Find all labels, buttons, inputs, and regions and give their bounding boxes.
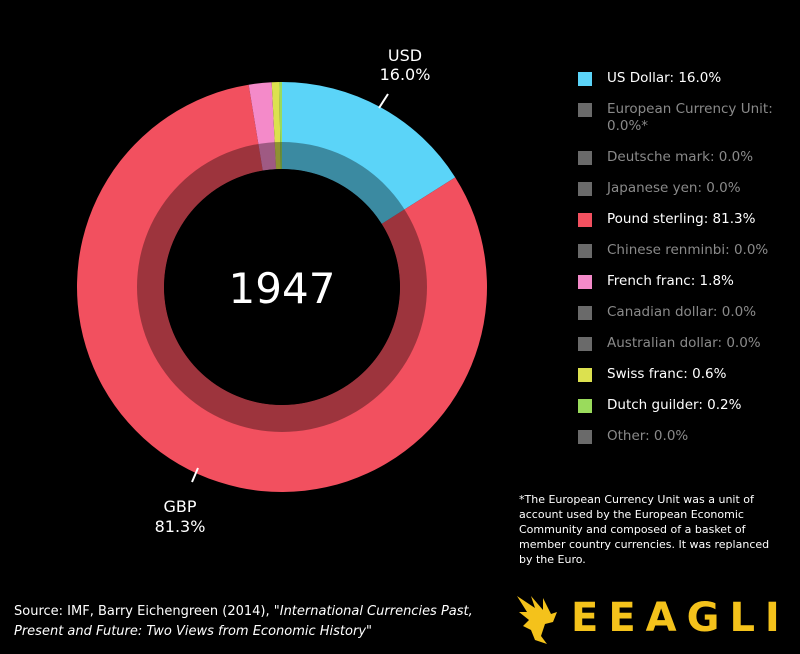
legend-swatch-canadian-dollar	[578, 306, 592, 320]
legend-item-chinese-renminbi: Chinese renminbi: 0.0%	[578, 242, 793, 259]
legend-swatch-deutsche-mark	[578, 151, 592, 165]
legend-label-pound-sterling: Pound sterling: 81.3%	[607, 211, 756, 227]
gbp-callout-leader	[191, 467, 199, 483]
legend-swatch-european-currency-unit	[578, 103, 592, 117]
legend-item-deutsche-mark: Deutsche mark: 0.0%	[578, 149, 793, 166]
brand-logo: EEAGLI	[513, 590, 790, 646]
legend-label-canadian-dollar: Canadian dollar: 0.0%	[607, 304, 757, 320]
legend-swatch-chinese-renminbi	[578, 244, 592, 258]
center-year-label: 1947	[229, 264, 336, 313]
legend-swatch-dutch-guilder	[578, 399, 592, 413]
inner-ring-french-franc	[258, 142, 277, 171]
legend-swatch-japanese-yen	[578, 182, 592, 196]
legend-item-canadian-dollar: Canadian dollar: 0.0%	[578, 304, 793, 321]
legend-label-french-franc: French franc: 1.8%	[607, 273, 734, 289]
legend-item-french-franc: French franc: 1.8%	[578, 273, 793, 290]
gbp-callout-value: 81.3%	[155, 517, 206, 536]
usd-callout-leader	[378, 93, 389, 109]
source-prefix: Source: IMF, Barry Eichengreen (2014),	[14, 604, 274, 619]
inner-ring-dutch-guilder	[280, 142, 282, 170]
legend-item-us-dollar: US Dollar: 16.0%	[578, 70, 793, 87]
legend-swatch-pound-sterling	[578, 213, 592, 227]
legend-label-australian-dollar: Australian dollar: 0.0%	[607, 335, 761, 351]
legend-item-dutch-guilder: Dutch guilder: 0.2%	[578, 397, 793, 414]
donut-inner-ring	[136, 142, 427, 433]
slice-us-dollar	[282, 82, 456, 224]
inner-ring-swiss-franc	[274, 142, 281, 170]
legend-swatch-french-franc	[578, 275, 592, 289]
legend-label-swiss-franc: Swiss franc: 0.6%	[607, 366, 727, 382]
brand-name: EEAGLI	[571, 595, 790, 641]
ecu-footnote: *The European Currency Unit was a unit o…	[519, 493, 770, 566]
legend-item-other: Other: 0.0%	[578, 428, 793, 445]
eagle-icon	[517, 596, 557, 644]
legend-label-deutsche-mark: Deutsche mark: 0.0%	[607, 149, 754, 165]
legend-label-other: Other: 0.0%	[607, 428, 689, 444]
legend-swatch-other	[578, 430, 592, 444]
gbp-callout-code: GBP	[163, 497, 196, 516]
legend-item-australian-dollar: Australian dollar: 0.0%	[578, 335, 793, 352]
legend-swatch-australian-dollar	[578, 337, 592, 351]
legend-label-european-currency-unit: European Currency Unit: 0.0%*	[607, 101, 773, 134]
legend-label-chinese-renminbi: Chinese renminbi: 0.0%	[607, 242, 769, 258]
usd-callout-value: 16.0%	[380, 65, 431, 84]
legend-item-pound-sterling: Pound sterling: 81.3%	[578, 211, 793, 228]
legend-label-dutch-guilder: Dutch guilder: 0.2%	[607, 397, 742, 413]
legend-swatch-us-dollar	[578, 72, 592, 86]
legend-item-japanese-yen: Japanese yen: 0.0%	[578, 180, 793, 197]
legend-item-european-currency-unit: European Currency Unit: 0.0%*	[578, 101, 793, 135]
legend-label-us-dollar: US Dollar: 16.0%	[607, 70, 722, 86]
usd-callout-code: USD	[388, 46, 422, 65]
chart-legend: US Dollar: 16.0% European Currency Unit: …	[578, 70, 793, 459]
donut-hole	[164, 169, 400, 405]
legend-swatch-swiss-franc	[578, 368, 592, 382]
legend-label-japanese-yen: Japanese yen: 0.0%	[607, 180, 741, 196]
source-title: "International Currencies Past, Present …	[14, 604, 473, 639]
legend-item-swiss-franc: Swiss franc: 0.6%	[578, 366, 793, 383]
source-note: Source: IMF, Barry Eichengreen (2014), "…	[14, 602, 504, 642]
inner-ring-us-dollar	[282, 142, 405, 224]
